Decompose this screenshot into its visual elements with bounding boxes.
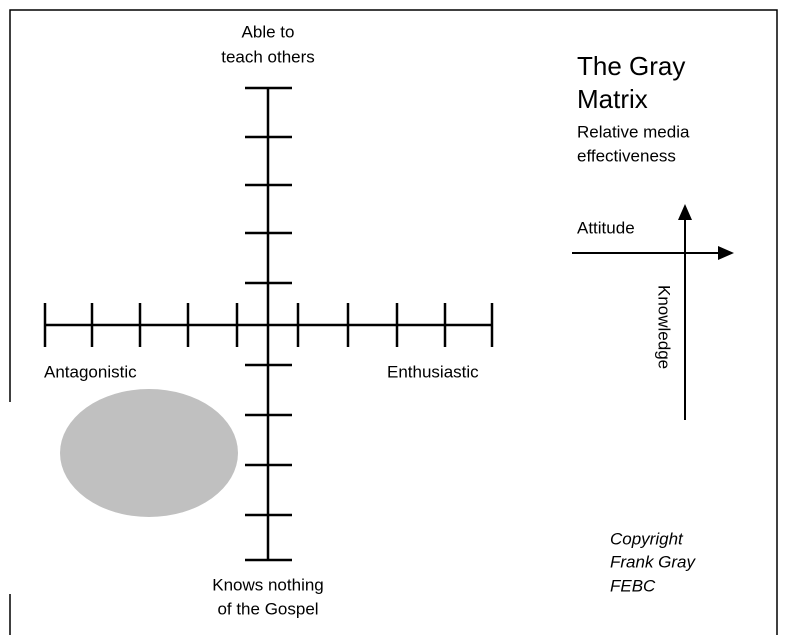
title: The Gray	[577, 51, 685, 81]
subtitle: Relative media	[577, 122, 690, 141]
title: Matrix	[577, 84, 648, 114]
subtitle: effectiveness	[577, 146, 676, 165]
copyright: Frank Gray	[610, 552, 697, 571]
knowledge-label: Knowledge	[655, 285, 674, 369]
copyright: FEBC	[610, 576, 656, 595]
copyright: Copyright	[610, 529, 684, 548]
top-label: teach others	[221, 47, 315, 66]
left-label: Antagonistic	[44, 362, 137, 381]
frame	[9, 9, 778, 635]
bottom-label: of the Gospel	[217, 599, 318, 618]
attitude-label: Attitude	[577, 218, 635, 237]
top-label: Able to	[242, 22, 295, 41]
bottom-label: Knows nothing	[212, 575, 324, 594]
right-label: Enthusiastic	[387, 362, 479, 381]
highlight-ellipse	[60, 389, 238, 517]
frame-gap	[5, 402, 13, 594]
matrix-axes	[43, 86, 494, 562]
arrowhead	[678, 204, 692, 220]
arrowhead	[718, 246, 734, 260]
